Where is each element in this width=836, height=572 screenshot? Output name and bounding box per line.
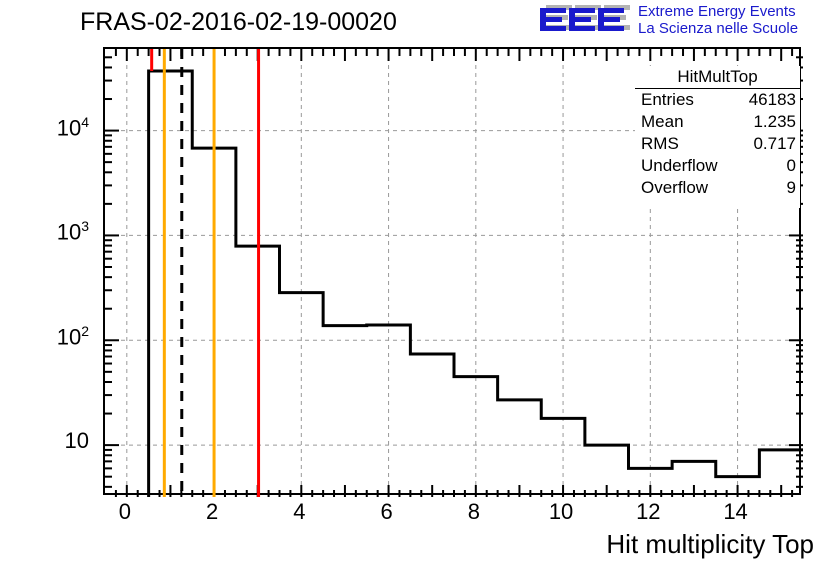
x-tick-label: 10 <box>548 499 574 524</box>
stats-row-key: Overflow <box>641 178 709 197</box>
stats-row-key: Underflow <box>641 156 718 175</box>
stats-rows: Entries 46183 Mean 1.235 RMS 0.717 Underflow 0 O… <box>635 89 800 199</box>
y-tick-label: 104 <box>56 113 89 140</box>
stats-row-value: 0.717 <box>753 134 796 153</box>
x-tick-label: 4 <box>293 499 306 524</box>
stats-row-value: 1.235 <box>753 112 796 131</box>
y-tick-label: 102 <box>56 323 89 350</box>
x-tick-label: 8 <box>467 499 480 524</box>
histogram-outline <box>147 69 803 497</box>
stats-row: Overflow 9 <box>635 177 800 199</box>
eee-logo-line1: Extreme Energy Events <box>638 3 796 20</box>
stats-row-value: 9 <box>786 178 796 197</box>
stats-row-key: Mean <box>641 112 684 131</box>
stats-row: Mean 1.235 <box>635 111 800 133</box>
x-tick-label: 2 <box>205 499 219 524</box>
x-tick-label: 12 <box>636 499 661 524</box>
eee-logo: Extreme Energy Events La Scienza nelle S… <box>538 2 834 44</box>
stats-row-value: 46183 <box>748 90 796 109</box>
x-tick-label: 14 <box>723 499 748 524</box>
eee-logo-mark-icon <box>540 5 630 31</box>
y-tick-label: 103 <box>56 218 89 245</box>
x-axis-title: Hit multiplicity Top <box>606 529 814 559</box>
stats-row: RMS 0.717 <box>635 133 800 155</box>
y-tick-label: 10 <box>64 428 89 454</box>
stats-row-value: 0 <box>786 156 796 175</box>
plot-frame <box>103 47 803 497</box>
stats-row: Entries 46183 <box>635 89 800 111</box>
eee-logo-line2: La Scienza nelle Scuole <box>638 20 799 37</box>
x-tick-label: 0 <box>118 499 131 524</box>
page-title: FRAS-02-2016-02-19-00020 <box>80 8 397 36</box>
x-tick-label: 6 <box>380 499 393 524</box>
stats-title: HitMultTop <box>635 66 800 89</box>
eee-logo-text: Extreme Energy Events La Scienza nelle S… <box>638 3 798 37</box>
stats-box: HitMultTop Entries 46183 Mean 1.235 RMS 0.717… <box>635 66 800 208</box>
stats-row-key: Entries <box>641 90 694 109</box>
stats-row-key: RMS <box>641 134 679 153</box>
stats-row: Underflow 0 <box>635 155 800 177</box>
